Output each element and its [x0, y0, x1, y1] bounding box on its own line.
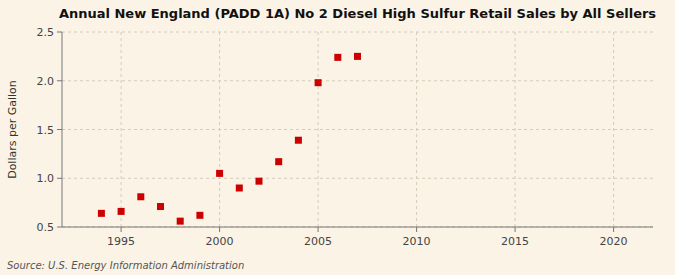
tick-label: 1995 [107, 235, 135, 248]
grid-line [62, 227, 653, 228]
point [216, 170, 223, 177]
point [295, 137, 302, 144]
tick-label: 2000 [206, 235, 234, 248]
y-axis-label: Dollars per Gallon [6, 80, 19, 179]
tick-label: 2.5 [37, 26, 55, 39]
point [315, 79, 322, 86]
axes: 0.5 1.0 1.5 2.0 2.5 1995 2000 2005 2010 2015 2020 [37, 26, 654, 248]
point [275, 158, 282, 165]
tick-label: 1.0 [37, 172, 55, 185]
grid-line [515, 32, 516, 227]
tick-mark [515, 227, 516, 232]
points [98, 53, 361, 225]
tick-mark [121, 227, 122, 232]
tick-mark [57, 178, 62, 179]
tick-label: 2015 [501, 235, 529, 248]
tick-label: 2005 [304, 235, 332, 248]
point [256, 178, 263, 185]
tick-mark [57, 32, 62, 33]
grid-line [318, 32, 319, 227]
chart: 0.5 1.0 1.5 2.0 2.5 1995 2000 2005 2010 2015 2020 A… [0, 0, 675, 275]
y-axis-line [62, 32, 63, 227]
tick-mark [57, 80, 62, 81]
source: Source: U.S. Energy Information Administ… [7, 260, 244, 271]
grid-line [613, 32, 614, 227]
tick-label: 0.5 [37, 221, 55, 234]
point [354, 53, 361, 60]
point [157, 203, 164, 210]
tick-mark [57, 129, 62, 130]
tick-mark [219, 227, 220, 232]
grid-line [121, 32, 122, 227]
tick-label: 2020 [600, 235, 628, 248]
tick-mark [57, 227, 62, 228]
tick-label: 2.0 [37, 75, 55, 88]
point [98, 210, 105, 217]
grid [62, 32, 653, 227]
grid-line [62, 178, 653, 179]
grid-line [62, 129, 653, 130]
x-axis-line [62, 227, 653, 228]
tick-label: 1.5 [37, 124, 55, 137]
grid-line [219, 32, 220, 227]
grid-line [416, 32, 417, 227]
point [118, 208, 125, 215]
point [177, 218, 184, 225]
tick-mark [318, 227, 319, 232]
tick-label: 2010 [403, 235, 431, 248]
point [137, 193, 144, 200]
point [334, 54, 341, 61]
tick-mark [613, 227, 614, 232]
point [196, 212, 203, 219]
tick-mark [416, 227, 417, 232]
grid-line [62, 80, 653, 81]
title: Annual New England (PADD 1A) No 2 Diesel… [59, 6, 656, 21]
background [0, 0, 675, 275]
point [236, 185, 243, 192]
grid-line [62, 32, 653, 33]
